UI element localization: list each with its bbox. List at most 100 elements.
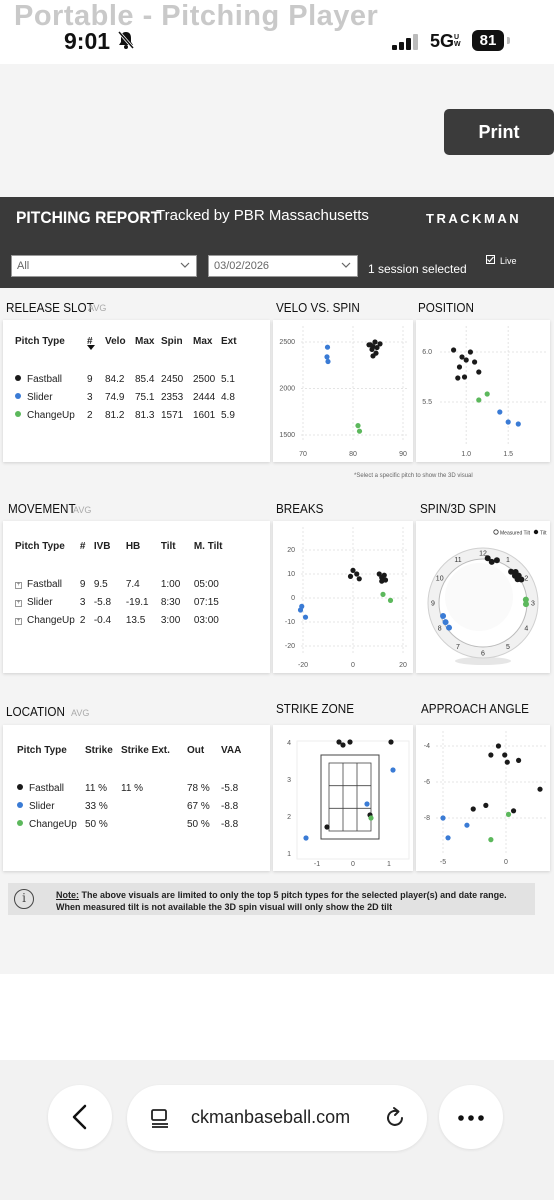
pitch-point-fastball[interactable] [382,577,389,583]
pitch-point-fastball[interactable] [484,555,491,562]
pitch-point-changeup[interactable] [368,815,374,821]
pitch-point-fastball[interactable] [495,743,502,749]
pitch-point-fastball[interactable] [476,369,482,375]
pitch-point-slider[interactable] [497,409,503,415]
pitch-point-changeup[interactable] [387,597,394,603]
pitch-point-slider[interactable] [442,619,449,626]
pitch-point-fastball[interactable] [459,354,465,360]
expand-icon[interactable]: + [15,599,22,607]
table-row[interactable]: Fastball 9 84.2 85.4 2450 2500 5.1 [15,370,242,388]
col-count[interactable]: # [79,540,86,552]
col-tilt[interactable]: Tilt [160,540,176,552]
table-row[interactable]: ChangeUp 50 % 50 % -8.8 [17,815,246,833]
col-m-tilt[interactable]: M. Tilt [193,540,223,552]
pitch-point-fastball[interactable] [367,342,374,348]
pitch-point-fastball[interactable] [372,339,378,345]
table-row[interactable]: Slider 33 % 67 % -8.8 [17,797,246,815]
pitch-point-fastball[interactable] [340,742,346,748]
print-button[interactable]: Print [444,109,554,155]
col-ivb[interactable]: IVB [93,540,111,552]
pitch-point-slider[interactable] [505,419,511,425]
col-max-spin[interactable]: Max [193,335,213,347]
pitch-point-fastball[interactable] [381,572,387,578]
expand-icon[interactable]: + [15,581,22,589]
pitch-point-changeup[interactable] [505,811,512,817]
pitch-point-changeup[interactable] [476,397,482,403]
table-row[interactable]: + ChangeUp 2 -0.4 13.5 3:00 03:00 [15,611,228,629]
pitch-point-changeup[interactable] [355,423,361,429]
col-ext[interactable]: Ext [221,335,237,347]
pitch-point-slider[interactable] [440,612,447,619]
pitch-point-fastball[interactable] [502,752,508,758]
live-checkbox[interactable] [486,255,495,264]
pitch-point-slider[interactable] [302,614,309,620]
pitch-point-fastball[interactable] [451,347,457,353]
pitch-point-fastball[interactable] [516,757,522,763]
pitch-point-changeup[interactable] [356,428,363,434]
pitch-point-slider[interactable] [515,421,521,427]
pitch-point-slider[interactable] [445,835,451,841]
pitch-point-fastball[interactable] [537,786,543,792]
pitch-point-fastball[interactable] [347,573,354,579]
col-velo[interactable]: Velo [105,335,126,347]
pitch-point-fastball[interactable] [347,739,353,745]
pitch-point-slider[interactable] [446,624,453,631]
pitch-point-fastball[interactable] [455,375,461,381]
pitch-point-fastball[interactable] [369,346,375,353]
pitch-point-fastball[interactable] [510,808,517,814]
pitch-point-fastball[interactable] [488,752,494,758]
back-button[interactable] [48,1085,112,1149]
pitch-point-fastball[interactable] [488,558,495,565]
col-vaa[interactable]: VAA [221,744,242,756]
pitch-point-fastball[interactable] [461,374,468,380]
player-select[interactable]: All [11,255,197,277]
pitch-point-changeup[interactable] [380,591,386,597]
pitch-point-changeup[interactable] [522,596,529,603]
pitch-point-fastball[interactable] [377,341,383,347]
col-pitch-type[interactable]: Pitch Type [17,744,67,756]
pitch-point-fastball[interactable] [456,364,463,370]
col-max-velo[interactable]: Max [135,335,155,347]
pitch-point-fastball[interactable] [388,739,394,745]
pitch-point-fastball[interactable] [472,359,478,365]
expand-icon[interactable]: + [15,617,22,625]
pitch-point-fastball[interactable] [493,557,500,564]
more-button[interactable] [439,1085,503,1149]
col-strike[interactable]: Strike [85,744,113,756]
col-strike-ext[interactable]: Strike Ext. [121,744,170,756]
pitch-point-fastball[interactable] [508,568,515,575]
pitch-point-fastball[interactable] [350,567,356,573]
col-spin[interactable]: Spin [161,335,183,347]
pitch-point-fastball[interactable] [356,576,362,582]
table-row[interactable]: Slider 3 74.9 75.1 2353 2444 4.8 [15,388,242,406]
table-row[interactable]: + Slider 3 -5.8 -19.1 8:30 07:15 [15,593,228,611]
pitch-point-slider[interactable] [324,344,331,350]
pitch-point-fastball[interactable] [354,571,360,577]
address-bar[interactable]: ckmanbaseball.com [127,1085,427,1151]
pitch-point-slider[interactable] [364,801,370,807]
pitch-point-fastball[interactable] [467,349,473,355]
col-count[interactable]: # [87,330,105,352]
pitch-point-fastball[interactable] [518,576,525,583]
pitch-point-fastball[interactable] [470,806,476,812]
table-row[interactable]: ChangeUp 2 81.2 81.3 1571 1601 5.9 [15,406,242,424]
col-hb[interactable]: HB [125,540,141,552]
table-row[interactable]: Fastball 11 % 11 % 78 % -5.8 [17,779,246,797]
pitch-point-slider[interactable] [390,767,396,773]
col-pitch-type[interactable]: Pitch Type [15,540,65,552]
pitch-point-slider[interactable] [297,607,304,613]
pitch-point-slider[interactable] [325,358,331,365]
pitch-point-slider[interactable] [464,822,470,828]
reload-icon[interactable] [382,1105,408,1131]
pitch-point-changeup[interactable] [522,601,529,608]
pitch-point-changeup[interactable] [484,391,490,397]
pitch-point-changeup[interactable] [488,837,494,843]
pitch-point-fastball[interactable] [370,353,376,359]
pitch-point-slider[interactable] [440,815,446,821]
pitch-point-fastball[interactable] [504,759,510,765]
col-out[interactable]: Out [187,744,205,756]
pitch-point-fastball[interactable] [463,357,469,363]
pitch-point-slider[interactable] [303,835,309,841]
pitch-point-fastball[interactable] [336,739,342,745]
col-pitch-type[interactable]: Pitch Type [15,335,65,347]
